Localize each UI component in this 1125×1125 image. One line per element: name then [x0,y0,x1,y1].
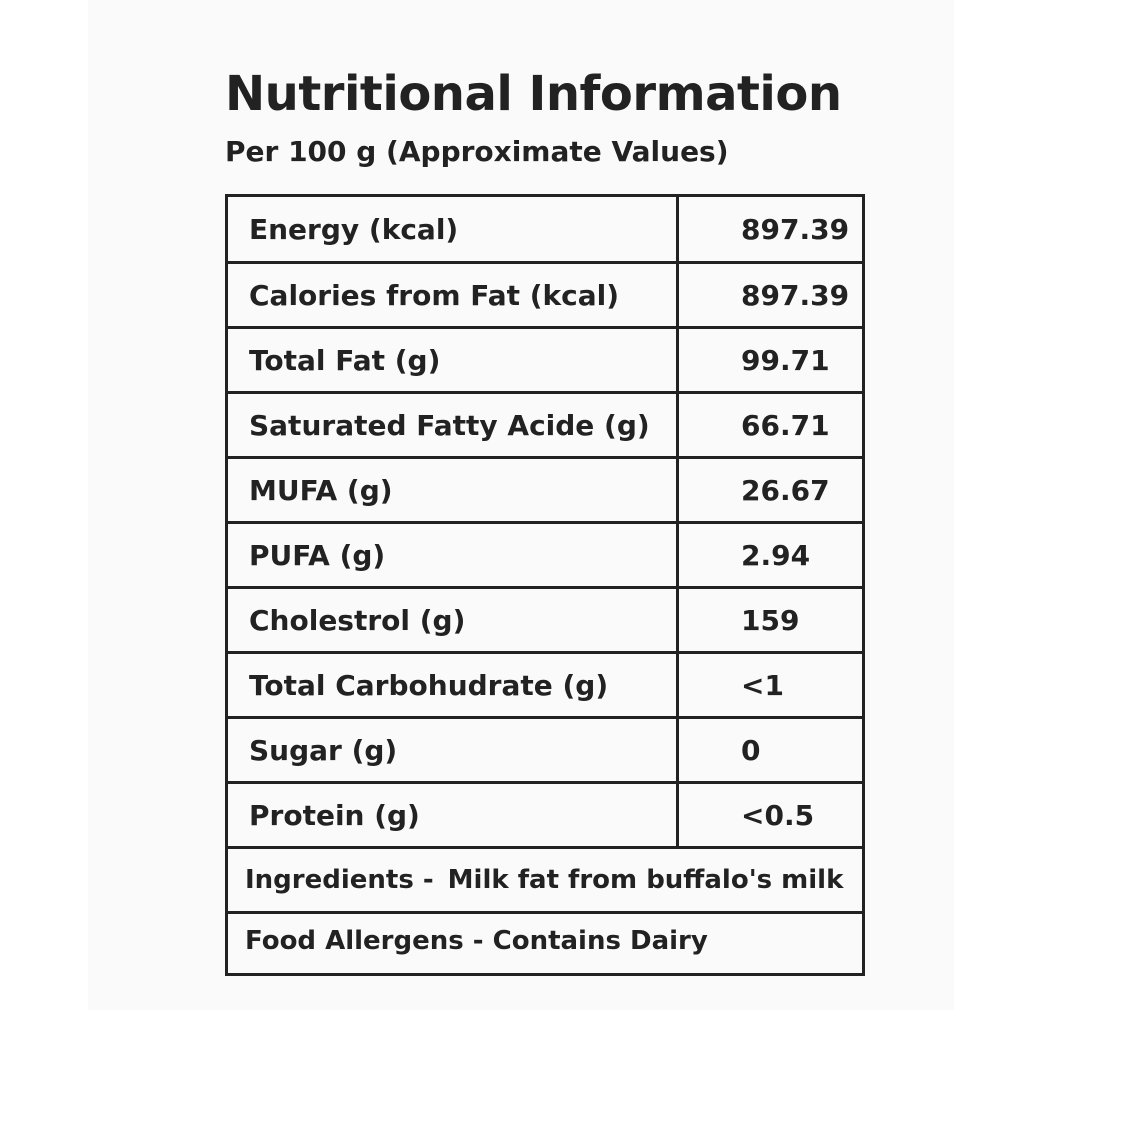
table-row: Calories from Fat (kcal) 897.39 [228,261,862,326]
page-title: Nutritional Information [225,66,842,122]
nutrient-label: Total Carbohudrate (g) [228,654,679,716]
table-row: Saturated Fatty Acide (g) 66.71 [228,391,862,456]
nutrient-value: 0 [741,733,761,767]
nutrient-value: <0.5 [741,798,815,832]
table-row: Total Carbohudrate (g) <1 [228,651,862,716]
allergens-text: Food Allergens - Contains Dairy [245,926,708,956]
nutrient-value: 2.94 [741,538,811,572]
ingredients-label: Ingredients - [245,865,434,895]
ingredients-value: Milk fat from buffalo's milk [447,865,844,895]
table-row: Cholestrol (g) 159 [228,586,862,651]
nutrient-label: Protein (g) [228,784,679,846]
ingredients-row: Ingredients - Milk fat from buffalo's mil… [228,846,862,911]
nutrient-label: Cholestrol (g) [228,589,679,651]
nutrient-value: <1 [741,668,784,702]
nutrient-value: 897.39 [741,212,850,246]
nutrient-label: Saturated Fatty Acide (g) [228,394,679,456]
table-row: Total Fat (g) 99.71 [228,326,862,391]
nutrient-label: Sugar (g) [228,719,679,781]
nutrient-label: MUFA (g) [228,459,679,521]
table-row: PUFA (g) 2.94 [228,521,862,586]
table-row: Sugar (g) 0 [228,716,862,781]
nutrient-value: 99.71 [741,343,830,377]
table-row: Protein (g) <0.5 [228,781,862,846]
table-row: Energy (kcal) 897.39 [228,197,862,261]
nutrient-value: 897.39 [741,278,850,312]
nutrient-label: Energy (kcal) [228,197,679,261]
page-subtitle: Per 100 g (Approximate Values) [225,135,729,168]
nutrient-value: 66.71 [741,408,830,442]
table-row: MUFA (g) 26.67 [228,456,862,521]
allergens-row: Food Allergens - Contains Dairy [228,911,862,973]
nutrient-value: 159 [741,603,800,637]
nutrient-label: Calories from Fat (kcal) [228,264,679,326]
nutrient-value: 26.67 [741,473,830,507]
nutrition-table: Energy (kcal) 897.39 Calories from Fat (… [225,194,865,976]
nutrient-label: Total Fat (g) [228,329,679,391]
nutrient-label: PUFA (g) [228,524,679,586]
